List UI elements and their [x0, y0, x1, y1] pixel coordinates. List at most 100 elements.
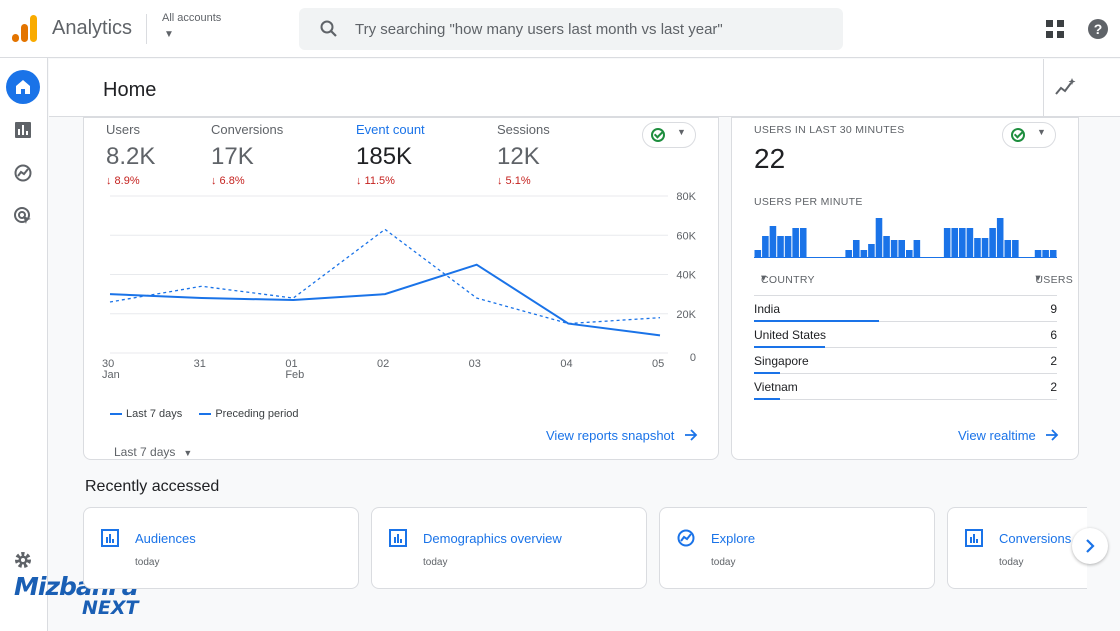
view-reports-snapshot-link[interactable]: View reports snapshot: [546, 428, 698, 443]
x-tick-label: 02: [377, 358, 389, 370]
minute-bar: [951, 228, 959, 258]
metric-event-count[interactable]: Event count 185K ↓ 11.5%: [356, 122, 425, 187]
nav-advertising-button[interactable]: [6, 199, 40, 233]
date-range-select[interactable]: Last 7 days ▼: [114, 445, 192, 459]
advertising-target-icon: [14, 207, 31, 224]
recent-card-title: Explore: [711, 531, 756, 546]
recent-card-audiences[interactable]: Audiences today: [83, 507, 359, 589]
carousel-next-button[interactable]: [1072, 528, 1108, 564]
metric-value: 12K: [497, 143, 540, 170]
minute-bar: [784, 236, 792, 258]
divider: [146, 14, 147, 44]
date-range-value: Last 7 days: [114, 445, 176, 459]
y-tick-label: 80K: [676, 191, 696, 203]
legend-label: Preceding period: [215, 408, 299, 420]
table-row[interactable]: Singapore 2: [754, 348, 1057, 374]
legend-solid-swatch: [110, 413, 122, 416]
report-icon: [101, 529, 119, 547]
country-cell: Singapore: [754, 354, 809, 368]
metric-change: ↓ 11.5%: [356, 175, 395, 187]
search-icon: [320, 20, 337, 37]
metric-sessions[interactable]: Sessions 12K ↓ 5.1%: [497, 122, 550, 187]
minute-bar: [906, 250, 913, 258]
table-row[interactable]: Vietnam 2: [754, 374, 1057, 400]
data-quality-dropdown[interactable]: ▼: [1002, 122, 1056, 148]
view-realtime-link[interactable]: View realtime: [958, 428, 1059, 443]
side-navigation: [0, 58, 48, 631]
country-column-header[interactable]: COUNTRY ▾: [761, 272, 815, 286]
nav-explore-button[interactable]: [6, 156, 40, 190]
recent-card-explore[interactable]: Explore today: [659, 507, 935, 589]
metric-conversions[interactable]: Conversions 17K ↓ 6.8%: [211, 122, 283, 187]
recent-card-demographics[interactable]: Demographics overview today: [371, 507, 647, 589]
arrow-right-icon: [685, 429, 698, 441]
metric-users[interactable]: Users 8.2K ↓ 8.9%: [106, 122, 155, 187]
minute-bar: [989, 228, 996, 258]
metric-value: 185K: [356, 143, 413, 170]
report-icon: [389, 529, 407, 547]
share-bar: [754, 346, 826, 348]
metric-change: ↓ 5.1%: [497, 175, 531, 187]
x-tick-month-label: Jan: [102, 369, 120, 381]
y-tick-label: 20K: [676, 309, 696, 321]
x-tick-label: 05: [652, 358, 664, 370]
app-name[interactable]: Analytics: [52, 17, 133, 39]
minute-bar: [754, 250, 762, 258]
realtime-users-value: 22: [754, 143, 786, 174]
explore-icon: [677, 529, 695, 547]
legend-dashed-swatch: [199, 413, 212, 416]
search-bar[interactable]: [299, 8, 843, 50]
users-cell: 2: [1050, 380, 1057, 394]
users-column-header[interactable]: USERS ▾: [1035, 272, 1074, 286]
search-input[interactable]: [355, 18, 815, 40]
help-icon[interactable]: ?: [1088, 19, 1108, 39]
recent-card-title: Audiences: [135, 531, 196, 546]
metric-label: Event count: [356, 122, 425, 137]
country-cell: Vietnam: [754, 380, 798, 394]
legend-item: Last 7 days: [110, 408, 182, 420]
nav-reports-button[interactable]: [6, 113, 40, 147]
minute-bar: [860, 250, 868, 258]
table-row[interactable]: United States 6: [754, 322, 1057, 348]
data-quality-dropdown[interactable]: ▼: [642, 122, 696, 148]
metric-label: Users: [106, 122, 140, 137]
report-icon: [965, 529, 983, 547]
share-bar: [754, 398, 781, 400]
minute-bar: [996, 218, 1004, 258]
analytics-logo-icon[interactable]: [10, 14, 38, 44]
watermark-line2: NEXT: [82, 597, 139, 619]
users-per-minute-label: USERS PER MINUTE: [754, 196, 863, 208]
arrow-right-icon: [1046, 429, 1059, 441]
country-cell: United States: [754, 328, 827, 342]
recent-card-conversions[interactable]: Conversions today: [947, 507, 1087, 589]
country-table: COUNTRY ▾ USERS ▾ India 9 United States 6 Si…: [754, 270, 1074, 400]
y-tick-label: 40K: [676, 270, 696, 282]
minute-bar: [875, 218, 883, 258]
caret-down-icon[interactable]: ▼: [164, 29, 174, 40]
page-header: Home: [49, 59, 1120, 117]
check-circle-icon: [1011, 128, 1025, 142]
recent-card-title: Conversions: [999, 531, 1072, 546]
settings-gear-icon[interactable]: [13, 550, 33, 570]
table-row[interactable]: India 9: [754, 296, 1057, 322]
minute-bar: [981, 238, 989, 258]
nav-home-button[interactable]: [6, 70, 40, 104]
insights-sparkle-icon[interactable]: [1055, 77, 1077, 97]
metric-label: Sessions: [497, 122, 550, 137]
bar-chart-icon: [15, 122, 31, 138]
y-tick-label: 0: [690, 352, 696, 364]
apps-grid-icon[interactable]: [1046, 20, 1064, 38]
users-per-minute-chart: [754, 218, 1057, 258]
minute-bar: [1004, 240, 1012, 258]
minute-bar: [1034, 250, 1042, 258]
minute-bar: [868, 244, 875, 258]
last-7-days-line: [109, 263, 661, 337]
link-label: View reports snapshot: [546, 428, 675, 443]
account-selector-label[interactable]: All accounts: [162, 12, 222, 24]
users-cell: 6: [1050, 328, 1057, 342]
minute-bar: [943, 228, 951, 258]
minute-bar: [845, 250, 852, 258]
recent-card-subtitle: today: [423, 557, 448, 568]
x-tick-label: 31: [194, 358, 206, 370]
